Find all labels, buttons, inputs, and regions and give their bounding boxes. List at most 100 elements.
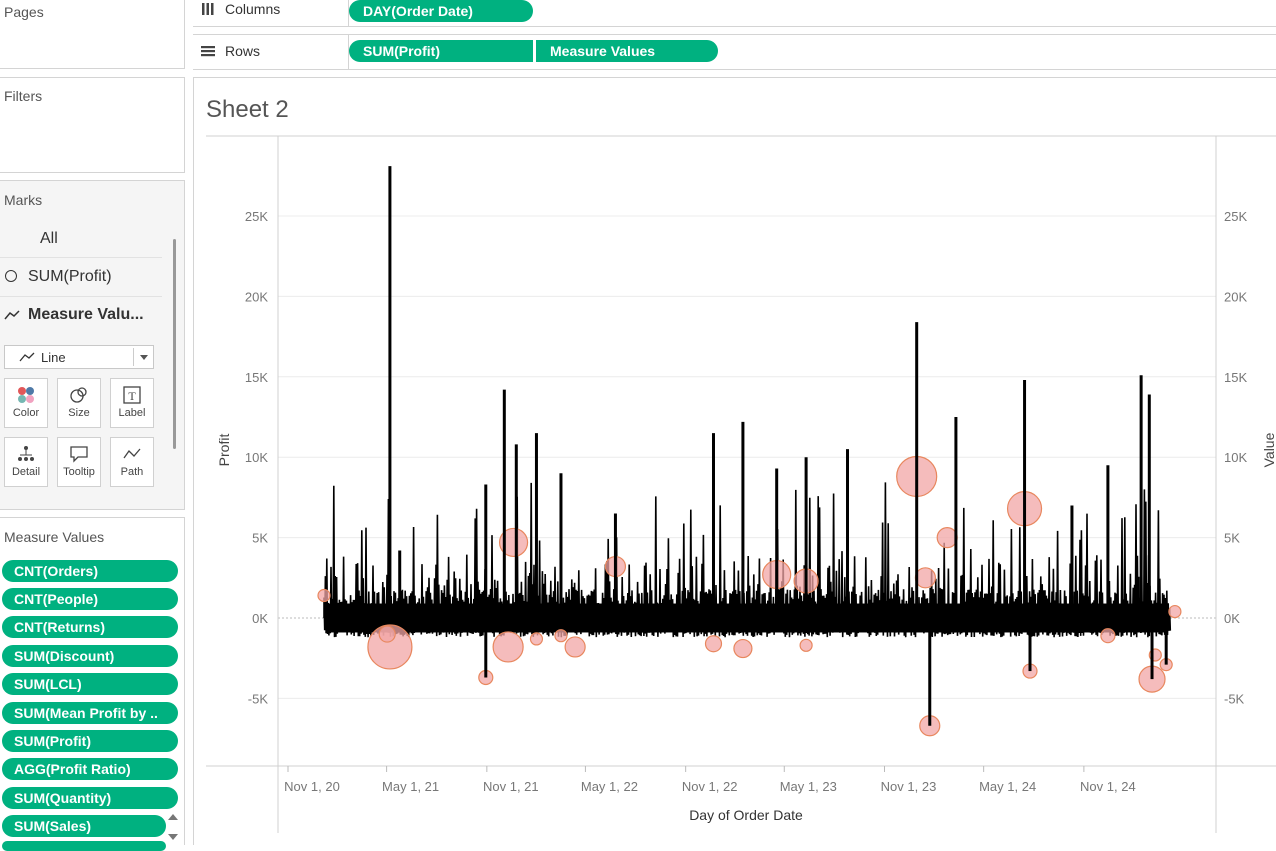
y-tick-label-left: -5K [248, 691, 269, 706]
color-icon [18, 387, 34, 403]
y-axis-title-right: Value [1261, 432, 1276, 467]
scroll-up-arrow[interactable] [168, 814, 178, 820]
y-tick-label-left: 25K [245, 209, 268, 224]
y-axis-left-ticks: -5K 0K 5K 10K 15K 20K 25K [245, 209, 268, 706]
rows-label: Rows [225, 43, 261, 59]
x-tick-label: Nov 1, 23 [881, 779, 937, 794]
line-mark-icon [19, 352, 35, 362]
path-card[interactable]: Path [110, 437, 154, 487]
x-axis-ticks: Nov 1, 20 May 1, 21 Nov 1, 21 May 1, 22 Nov … [284, 766, 1136, 794]
measure-pill-cnt-people[interactable]: CNT(People) [2, 588, 178, 610]
tooltip-card-label: Tooltip [63, 466, 95, 478]
size-card-label: Size [68, 407, 90, 419]
spike-marks [388, 166, 1168, 726]
measure-pill-sum-profit[interactable]: SUM(Profit) [2, 730, 178, 752]
measure-values-title: Measure Values [4, 529, 105, 545]
y-tick-label-right: 20K [1224, 289, 1247, 304]
marks-title: Marks [4, 192, 43, 208]
shelf-divider [348, 0, 349, 26]
columns-shelf[interactable]: Columns DAY(Order Date) [193, 0, 1276, 27]
x-tick-label: Nov 1, 22 [682, 779, 738, 794]
measure-pill-sum-sales[interactable]: SUM(Sales) [2, 815, 166, 837]
columns-label: Columns [225, 1, 281, 17]
pill-measure-values[interactable]: Measure Values [536, 40, 718, 62]
y-tick-label-right: 25K [1224, 209, 1247, 224]
label-card-label: Label [118, 407, 146, 419]
x-tick-label: May 1, 21 [382, 779, 439, 794]
y-tick-label-right: 0K [1224, 611, 1240, 626]
circle-mark [498, 527, 529, 558]
measure-pill-sum-lcl[interactable]: SUM(LCL) [2, 673, 178, 695]
color-card[interactable]: Color [4, 378, 48, 428]
color-card-label: Color [12, 407, 40, 419]
y-tick-label-right: 5K [1224, 531, 1240, 546]
measure-pill-sum-discount[interactable]: SUM(Discount) [2, 645, 178, 667]
y-axis-right-ticks: -5K 0K 5K 10K 15K 20K 25K [1224, 209, 1247, 706]
circle-icon [5, 270, 17, 282]
x-tick-label: May 1, 23 [780, 779, 837, 794]
scrollbar-thumb[interactable] [173, 239, 176, 449]
marks-all-row[interactable]: All [0, 219, 162, 258]
measure-pill-agg-profit-ratio[interactable]: AGG(Profit Ratio) [2, 758, 178, 780]
marks-panel: Marks All SUM(Profit) Measure Valu... Li… [0, 180, 185, 510]
detail-card[interactable]: Detail [4, 437, 48, 487]
pill-sum-profit[interactable]: SUM(Profit) [349, 40, 533, 62]
y-tick-label-right: -5K [1224, 691, 1245, 706]
circle-mark [799, 638, 813, 652]
circle-mark [733, 638, 753, 659]
circle-mark [317, 588, 331, 603]
x-tick-label: Nov 1, 20 [284, 779, 340, 794]
measure-pill-sum-quantity[interactable]: SUM(Quantity) [2, 787, 178, 809]
pill-day-order-date[interactable]: DAY(Order Date) [349, 0, 533, 22]
rows-shelf[interactable]: Rows SUM(Profit) Measure Values [193, 34, 1276, 70]
columns-icon [202, 3, 214, 15]
y-tick-label-left: 10K [245, 450, 268, 465]
x-tick-label: May 1, 24 [979, 779, 1036, 794]
circle-mark [1168, 604, 1182, 619]
x-tick-label: Nov 1, 21 [483, 779, 539, 794]
scroll-down-arrow[interactable] [168, 834, 178, 840]
circle-mark [936, 526, 958, 549]
chevron-down-icon [140, 355, 148, 360]
sheet-area: Sheet 2 [193, 77, 1276, 845]
y-tick-label-left: 5K [252, 531, 268, 546]
pages-panel[interactable]: Pages [0, 0, 185, 69]
circle-mark [704, 635, 723, 653]
marks-measure-values-row[interactable]: Measure Valu... [0, 297, 162, 335]
measure-pill-cnt-returns[interactable]: CNT(Returns) [2, 616, 178, 638]
tooltip-card[interactable]: Tooltip [57, 437, 101, 487]
path-icon [123, 448, 141, 459]
svg-text:T: T [128, 389, 136, 403]
detail-card-label: Detail [11, 466, 41, 478]
sheet-title: Sheet 2 [206, 96, 289, 123]
marks-sum-profit-row[interactable]: SUM(Profit) [0, 258, 162, 297]
marks-measure-values-label: Measure Valu... [28, 306, 144, 323]
filters-title: Filters [4, 88, 43, 104]
mark-type-dropdown[interactable]: Line [4, 345, 154, 369]
measure-pill-cnt-orders[interactable]: CNT(Orders) [2, 560, 178, 582]
x-axis-title: Day of Order Date [689, 807, 803, 823]
y-tick-label-left: 20K [245, 289, 268, 304]
circle-mark [564, 636, 586, 658]
y-tick-label-right: 10K [1224, 450, 1247, 465]
measure-pill-sum-mean-profit[interactable]: SUM(Mean Profit by .. [2, 702, 178, 724]
line-series [323, 482, 1172, 638]
detail-icon [18, 446, 34, 461]
rows-icon [201, 46, 215, 57]
x-tick-label: Nov 1, 24 [1080, 779, 1136, 794]
filters-panel[interactable]: Filters [0, 77, 185, 173]
circle-mark [378, 625, 396, 643]
y-axis-title-left: Profit [216, 434, 232, 467]
tooltip-icon [70, 446, 88, 463]
path-card-label: Path [120, 466, 144, 478]
circle-mark [492, 631, 524, 663]
label-card[interactable]: T Label [110, 378, 154, 428]
mark-type-label: Line [41, 350, 66, 365]
size-icon [70, 387, 87, 403]
line-mark-icon [4, 310, 20, 320]
measure-values-panel: Measure Values CNT(Orders) CNT(People) C… [0, 517, 185, 851]
size-card[interactable]: Size [57, 378, 101, 428]
dense-line-band [323, 482, 1172, 638]
circle-marks [317, 455, 1182, 737]
